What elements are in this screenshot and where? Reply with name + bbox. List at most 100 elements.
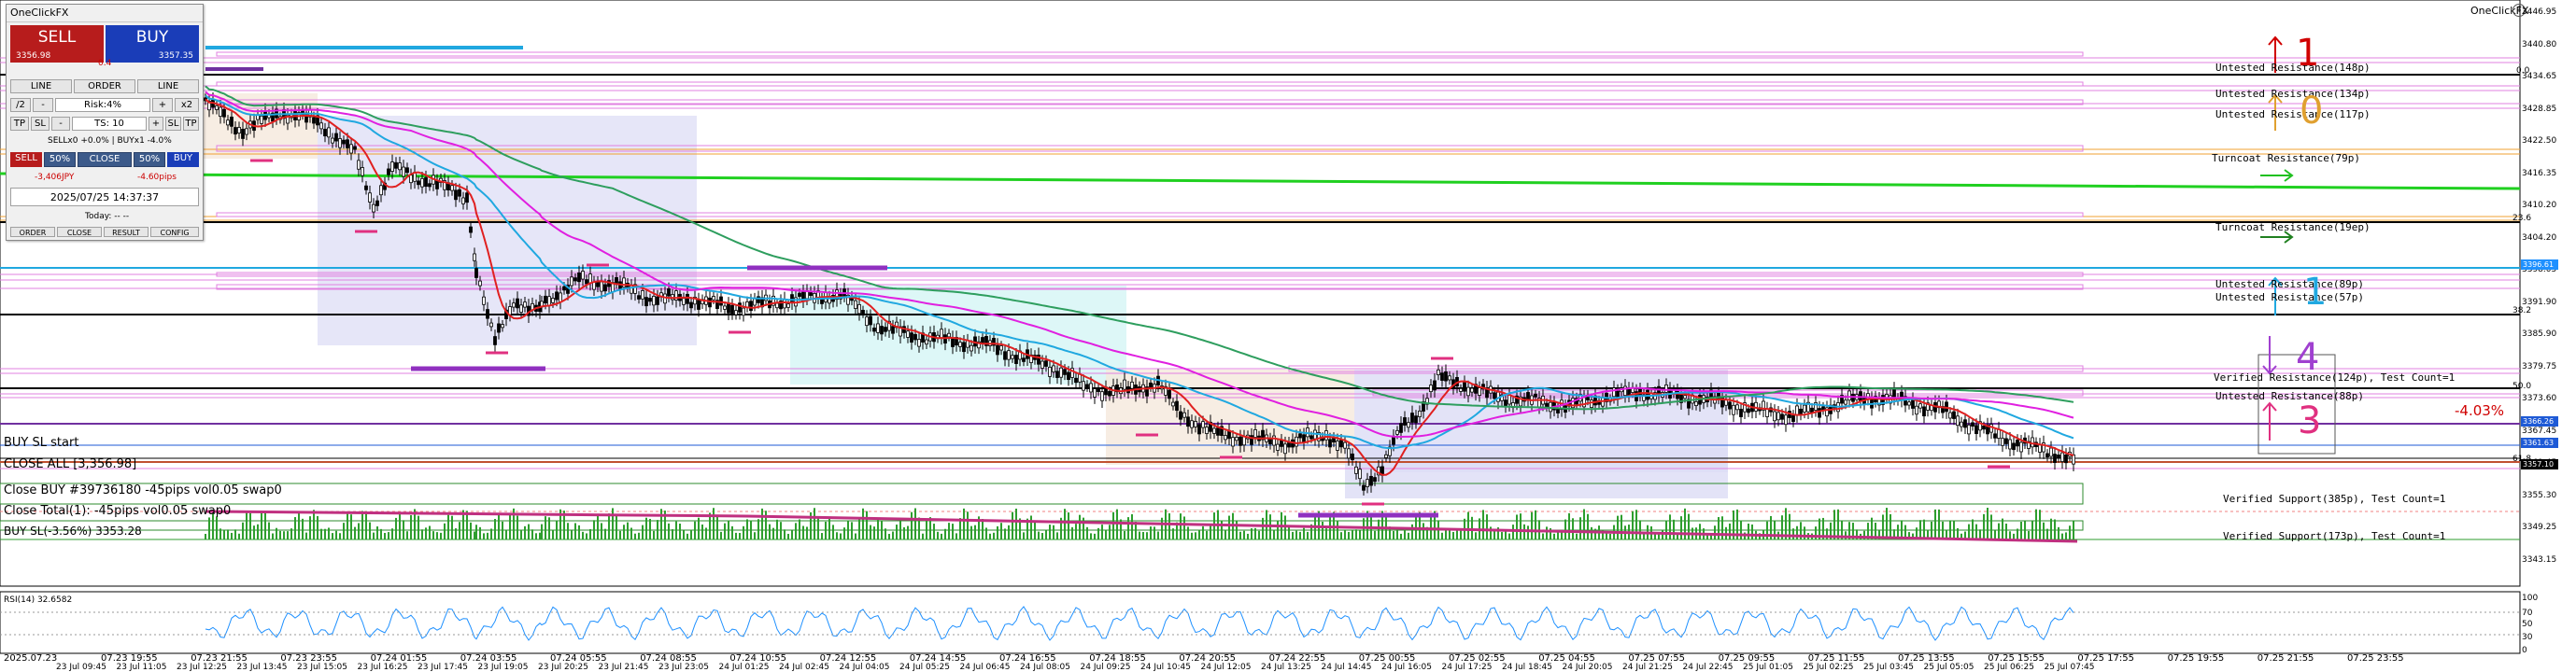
time-axis-sublabel: 24 Jul 08:05 — [1020, 663, 1070, 672]
candle-body — [753, 298, 757, 306]
candle-body — [2038, 443, 2042, 453]
time-axis-sublabel: 24 Jul 22:45 — [1682, 663, 1734, 672]
candle-body — [1922, 406, 1926, 417]
candle-body — [327, 127, 331, 138]
candle-body — [1515, 395, 1519, 404]
big-number: 4 — [2296, 336, 2320, 379]
candle-body — [876, 323, 880, 333]
time-axis-sublabel: 24 Jul 10:45 — [1140, 663, 1191, 672]
candle-body — [947, 332, 951, 338]
candle-body — [1765, 408, 1769, 417]
volume-ma — [205, 510, 2078, 543]
candle-body — [454, 189, 458, 201]
tp-right-button[interactable]: TP — [183, 117, 199, 131]
time-axis-sublabel: 24 Jul 02:45 — [779, 663, 829, 672]
candle-body — [1082, 381, 1085, 391]
moving-averages — [205, 85, 2074, 476]
double-lot-button[interactable]: x2 — [175, 98, 199, 112]
candle-body — [1960, 421, 1963, 427]
rsi-axis-label: 0 — [2522, 646, 2527, 655]
candle-body — [2027, 441, 2031, 449]
ts-minus-button[interactable]: - — [51, 117, 70, 131]
candle-body — [644, 297, 648, 307]
buy-price: 3357.35 — [158, 51, 193, 61]
candle-body — [1040, 360, 1044, 369]
percent-change-label: -4.03% — [2455, 402, 2505, 419]
buy-close-button[interactable]: BUY — [167, 152, 199, 167]
candle-body — [1063, 369, 1067, 375]
candle-body — [312, 117, 316, 124]
candle-body — [1179, 411, 1182, 420]
candle-body — [1369, 475, 1373, 486]
datetime-display: 2025/07/25 14:37:37 — [10, 188, 199, 206]
candle-body — [1422, 401, 1425, 412]
candle-body — [1818, 408, 1821, 418]
sell-close-button[interactable]: SELL — [10, 152, 42, 167]
candle-body — [1747, 408, 1750, 413]
risk-minus-button[interactable]: - — [33, 98, 53, 112]
candle-body — [1085, 384, 1089, 388]
line-left-button[interactable]: LINE — [10, 79, 72, 93]
close-all-button[interactable]: CLOSE — [78, 152, 132, 167]
candle-body — [1280, 440, 1283, 447]
order-button[interactable]: ORDER — [74, 79, 135, 93]
half-lot-button[interactable]: /2 — [10, 98, 31, 112]
annotation-arrows — [2260, 35, 2294, 441]
time-axis-label: 07.25 19:55 — [2167, 653, 2225, 664]
candle-body — [719, 296, 723, 306]
candle-body — [686, 293, 689, 304]
candle-body — [1963, 419, 1967, 428]
buy-sl-label: BUY SL(-3.56%) 3353.28 — [4, 525, 142, 538]
sell-half-button[interactable]: 50% — [44, 152, 76, 167]
tab-order[interactable]: ORDER — [10, 227, 55, 237]
sell-button[interactable]: SELL 3356.98 — [10, 25, 104, 63]
candle-body — [1250, 435, 1253, 445]
line-right-button[interactable]: LINE — [137, 79, 199, 93]
candle-body — [674, 290, 678, 301]
buy-half-button[interactable]: 50% — [134, 152, 165, 167]
candle-body — [1384, 454, 1388, 458]
time-axis-sublabel: 25 Jul 05:05 — [1923, 663, 1974, 672]
risk-field[interactable]: Risk:4% — [55, 98, 150, 112]
candle-body — [925, 339, 928, 345]
risk-plus-button[interactable]: + — [152, 98, 173, 112]
tab-close[interactable]: CLOSE — [57, 227, 102, 237]
candle-body — [1974, 425, 1978, 435]
candle-body — [846, 294, 850, 305]
candle-body — [861, 310, 865, 315]
candle-body — [1803, 404, 1806, 413]
candle-body — [1309, 435, 1313, 440]
time-axis-label: 07.24 08:55 — [640, 653, 697, 664]
candle-body — [544, 295, 547, 304]
candle-body — [1354, 466, 1358, 474]
candle-body — [1418, 411, 1422, 417]
tab-config[interactable]: CONFIG — [150, 227, 199, 237]
candle-body — [241, 129, 245, 139]
candle-body — [245, 128, 248, 135]
price-axis-label: 3355.30 — [2522, 490, 2557, 500]
tab-result[interactable]: RESULT — [104, 227, 149, 237]
sl-right-button[interactable]: SL — [165, 117, 181, 131]
candle-body — [1478, 387, 1481, 396]
candle-body — [857, 303, 861, 315]
candle-body — [443, 180, 446, 190]
candle-body — [1220, 426, 1224, 436]
session-box — [1345, 448, 1728, 498]
candle-body — [2016, 439, 2019, 447]
ts-field[interactable]: TS: 10 — [72, 117, 147, 131]
arrow-head — [2284, 169, 2294, 182]
corner-info-icon[interactable]: i — [2512, 4, 2526, 17]
buy-button[interactable]: BUY 3357.35 — [106, 25, 199, 63]
candle-body — [749, 301, 753, 312]
candle-body — [379, 185, 383, 196]
rsi-axis-label: 100 — [2522, 594, 2539, 603]
ts-plus-button[interactable]: + — [149, 117, 163, 131]
tp-left-button[interactable]: TP — [10, 117, 29, 131]
candle-body — [334, 133, 338, 142]
time-axis-sublabel: 23 Jul 13:45 — [236, 663, 288, 672]
zone-label: Untested Resistance(89p) — [2215, 278, 2364, 290]
candle-body — [1044, 360, 1048, 367]
turncoat-line — [0, 172, 2521, 190]
sl-left-button[interactable]: SL — [31, 117, 50, 131]
